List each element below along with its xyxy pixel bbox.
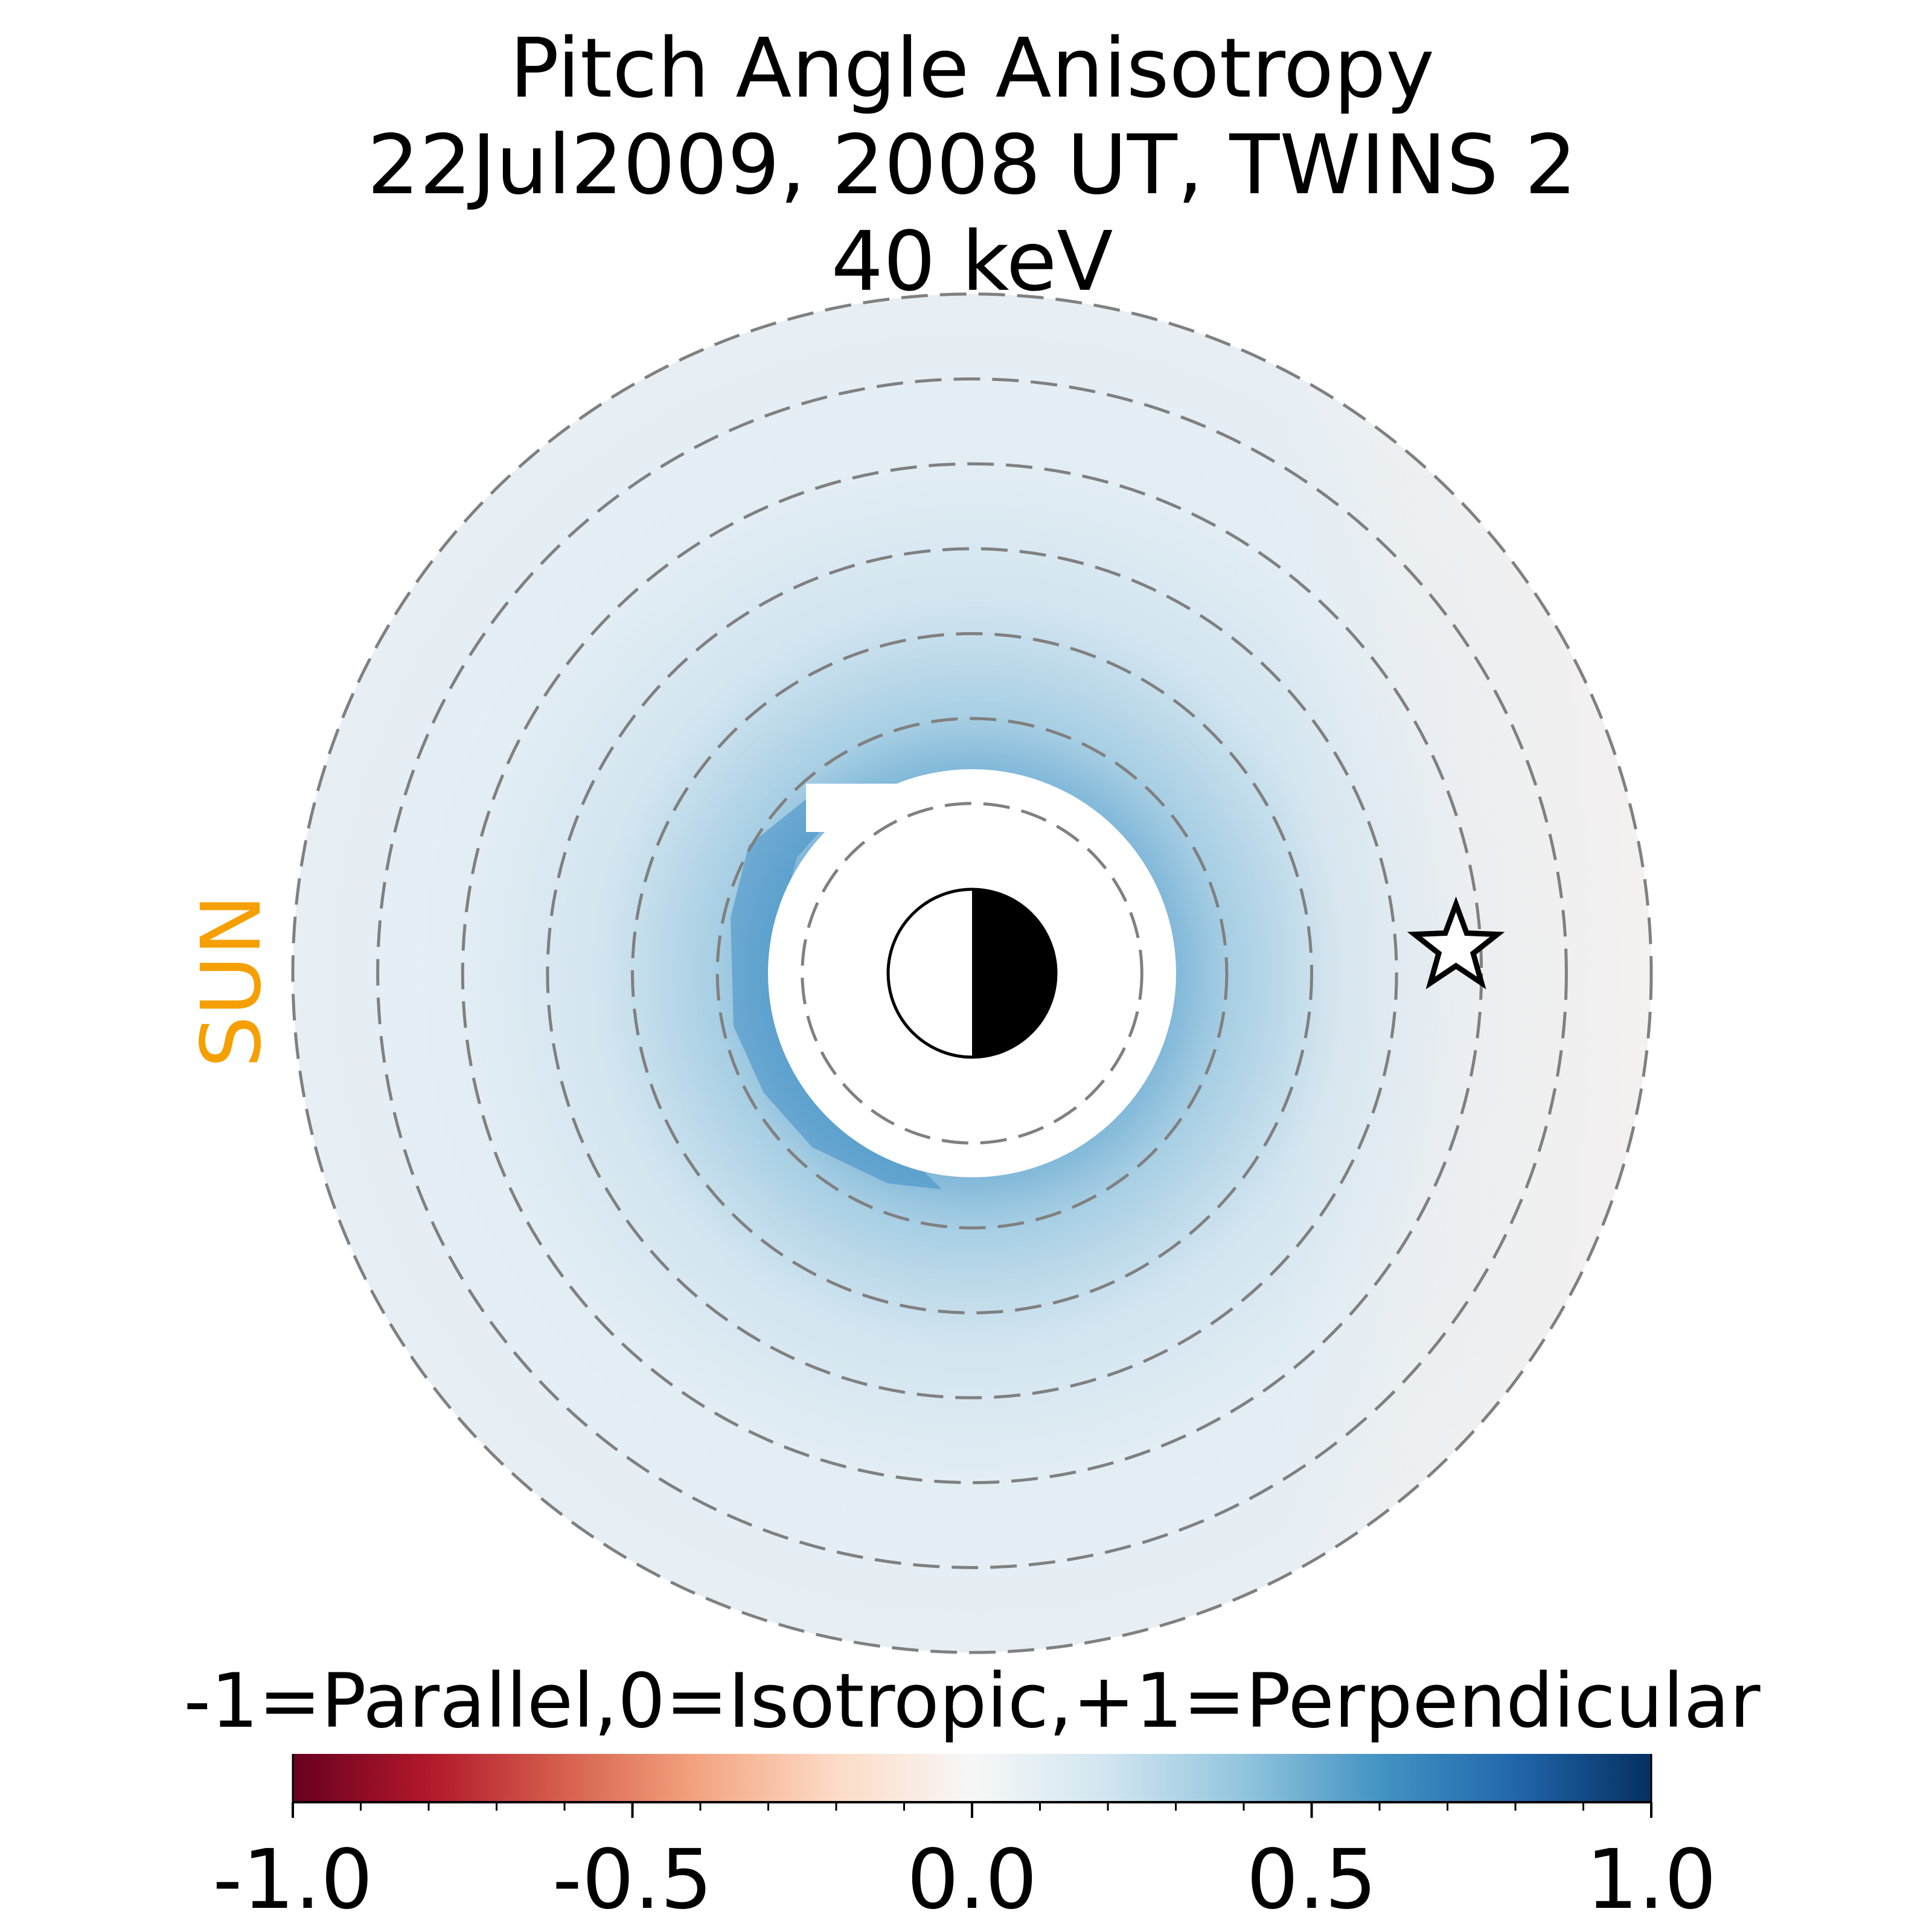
colorbar-tick-label: -0.5: [552, 1832, 712, 1928]
distance-ring-7-re: [376, 377, 1568, 1569]
title-line-1: Pitch Angle Anisotropy: [510, 21, 1435, 117]
distance-rings: [291, 292, 1653, 1654]
earth-outline: [886, 888, 1058, 1059]
colorbar-tick-labels: -1.0 -0.5 0.0 0.5 1.0: [213, 1832, 1716, 1928]
colorbar: -1.0 -0.5 0.0 0.5 1.0: [213, 1754, 1716, 1928]
colorbar-gradient: [293, 1754, 1651, 1802]
distance-ring-3-re: [715, 717, 1229, 1230]
colorbar-tick-label: -1.0: [213, 1832, 373, 1928]
distance-ring-4-re: [631, 632, 1313, 1314]
title: Pitch Angle Anisotropy 22Jul2009, 2008 U…: [367, 21, 1577, 310]
colorbar-major-ticks: [292, 1802, 1652, 1818]
colorbar-tick-label: 1.0: [1586, 1832, 1716, 1928]
spacecraft-star-marker: [1407, 896, 1505, 990]
distance-ring-8-re: [291, 292, 1653, 1654]
colorbar-label: -1=Parallel,0=Isotropic,+1=Perpendicular: [184, 1658, 1760, 1745]
colorbar-tick-label: 0.0: [907, 1832, 1037, 1928]
title-line-2: 22Jul2009, 2008 UT, TWINS 2: [367, 118, 1577, 213]
colorbar-tick-label: 0.5: [1246, 1832, 1377, 1928]
distance-ring-2-re: [801, 802, 1144, 1145]
enhanced-anisotropy-crescent: [731, 797, 942, 1189]
sun-direction-label: SUN: [184, 894, 280, 1068]
title-line-3: 40 keV: [831, 214, 1113, 310]
distance-ring-5-re: [546, 547, 1398, 1399]
